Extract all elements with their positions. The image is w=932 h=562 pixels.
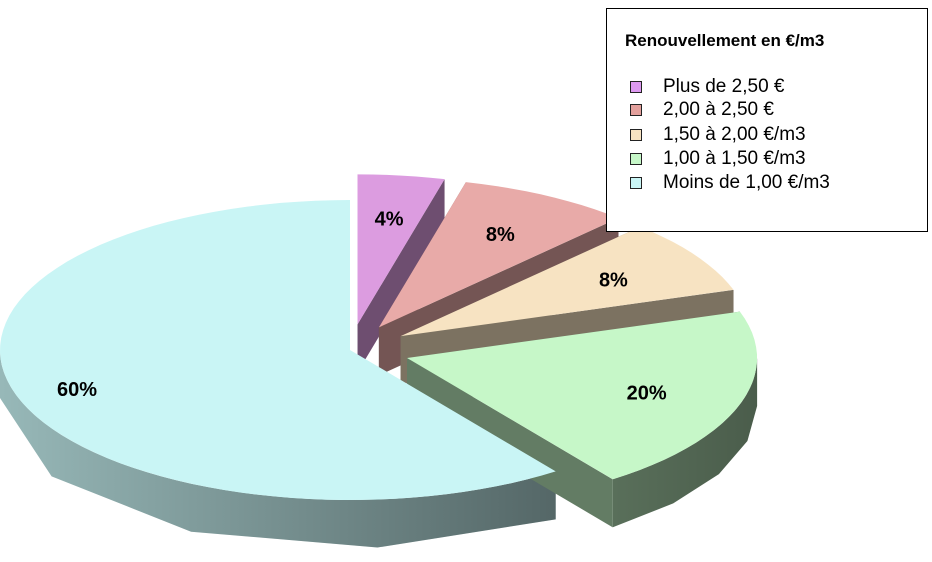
legend-swatch	[630, 104, 642, 116]
legend-label: 1,00 à 1,50 €/m3	[663, 148, 806, 169]
legend-swatch	[630, 177, 642, 189]
pie-data-label: 8%	[599, 269, 628, 291]
legend-label: 1,50 à 2,00 €/m3	[663, 124, 806, 145]
pie-slice-side-shade	[612, 358, 758, 528]
pie-slice	[378, 182, 619, 328]
legend: Renouvellement en €/m3 Plus de 2,50 € 2,…	[606, 8, 928, 232]
legend-swatch	[630, 81, 642, 93]
legend-label: Moins de 1,00 €/m3	[663, 172, 830, 193]
pie-slice-side-shade	[0, 350, 556, 548]
legend-label: 2,00 à 2,50 €	[663, 99, 774, 120]
pie-data-label: 20%	[627, 382, 667, 404]
pie-data-label: 8%	[486, 224, 515, 246]
pie-slice	[407, 311, 757, 480]
pie-labels: 60% 4% 8% 8% 20%	[57, 208, 667, 404]
legend-label: Plus de 2,50 €	[663, 76, 785, 97]
pie-slice-cut-wall	[407, 357, 613, 528]
pie-tops	[0, 174, 757, 500]
pie-data-label: 4%	[375, 208, 404, 230]
legend-title: Renouvellement en €/m3	[625, 31, 825, 50]
pie-slice	[357, 174, 445, 325]
pie-slice	[0, 200, 556, 500]
pie-slice-cut-wall	[357, 179, 445, 373]
legend-swatch	[630, 129, 642, 141]
legend-swatch	[630, 153, 642, 165]
pie-slice	[400, 226, 734, 337]
pie-data-label: 60%	[57, 379, 97, 401]
